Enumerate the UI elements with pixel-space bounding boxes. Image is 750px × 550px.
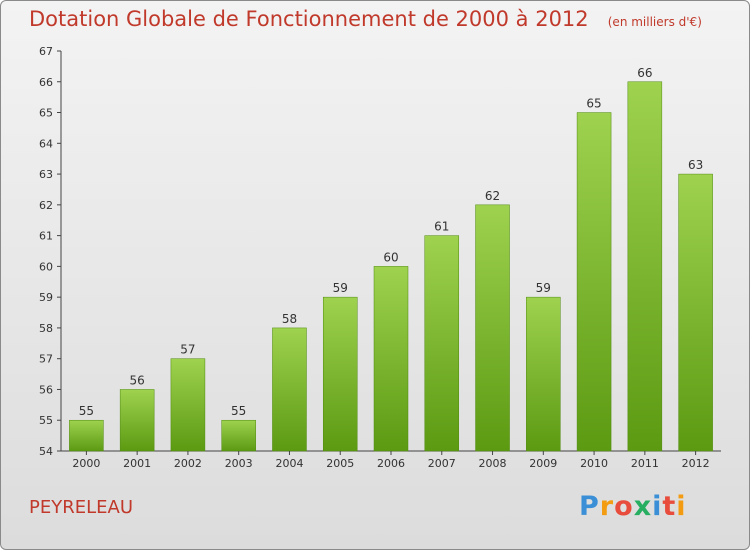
logo-letter: o <box>614 491 634 522</box>
title-row: Dotation Globale de Fonctionnement de 20… <box>29 7 702 31</box>
bar-value-label: 62 <box>485 189 500 203</box>
bar <box>576 112 612 452</box>
y-tick-label: 66 <box>39 76 53 89</box>
logo-letter: i <box>652 491 663 522</box>
logo-letter: i <box>676 491 687 522</box>
y-tick-label: 64 <box>39 137 53 150</box>
bar-value-label: 56 <box>130 373 145 387</box>
x-tick-label: 2012 <box>682 457 710 470</box>
logo-letter: t <box>662 491 677 522</box>
proxiti-logo: Proxiti <box>579 491 687 522</box>
y-tick-label: 57 <box>39 353 53 366</box>
bar-value-label: 59 <box>333 281 348 295</box>
bar-value-label: 60 <box>383 250 398 264</box>
x-tick-label: 2010 <box>580 457 608 470</box>
x-tick-label: 2008 <box>479 457 507 470</box>
bar-value-label: 63 <box>688 158 703 172</box>
bar <box>221 419 256 452</box>
x-tick-label: 2011 <box>631 457 659 470</box>
y-tick-label: 67 <box>39 45 53 58</box>
bar-value-label: 66 <box>637 66 652 80</box>
bar <box>627 81 663 452</box>
x-tick-label: 2005 <box>326 457 354 470</box>
x-tick-label: 2004 <box>275 457 303 470</box>
chart-title: Dotation Globale de Fonctionnement de 20… <box>29 7 589 31</box>
y-tick-label: 58 <box>39 322 53 335</box>
y-tick-label: 65 <box>39 107 53 120</box>
x-tick-label: 2001 <box>123 457 151 470</box>
bar-value-label: 61 <box>434 220 449 234</box>
bar-value-label: 58 <box>282 312 297 326</box>
logo-letter: x <box>633 491 653 522</box>
bar <box>475 204 510 452</box>
chart-units: (en milliers d'€) <box>607 15 702 29</box>
bar-value-label: 55 <box>79 404 94 418</box>
bar <box>69 419 104 452</box>
x-tick-label: 2003 <box>225 457 253 470</box>
bar <box>322 296 358 452</box>
bar-value-label: 65 <box>586 97 601 111</box>
y-tick-label: 54 <box>39 445 53 458</box>
x-tick-label: 2000 <box>72 457 100 470</box>
y-tick-label: 59 <box>39 291 53 304</box>
bar <box>424 235 460 452</box>
logo-letter: r <box>599 491 615 522</box>
x-tick-label: 2006 <box>377 457 405 470</box>
bar-value-label: 55 <box>231 404 246 418</box>
y-tick-label: 63 <box>39 168 53 181</box>
bar <box>678 173 713 452</box>
y-tick-label: 61 <box>39 230 53 243</box>
x-tick-label: 2009 <box>529 457 557 470</box>
bar <box>272 327 307 452</box>
y-tick-label: 62 <box>39 199 53 212</box>
bar <box>373 266 409 452</box>
y-tick-label: 60 <box>39 260 53 273</box>
bar <box>119 389 155 452</box>
y-tick-label: 55 <box>39 414 53 427</box>
x-tick-label: 2007 <box>428 457 456 470</box>
bar <box>170 358 206 452</box>
x-tick-label: 2002 <box>174 457 202 470</box>
y-tick-label: 56 <box>39 383 53 396</box>
logo-letter: P <box>579 491 600 522</box>
bar-value-label: 57 <box>180 343 195 357</box>
bar <box>526 296 561 452</box>
bar-value-label: 59 <box>536 281 551 295</box>
commune-name: PEYRELEAU <box>29 497 133 518</box>
